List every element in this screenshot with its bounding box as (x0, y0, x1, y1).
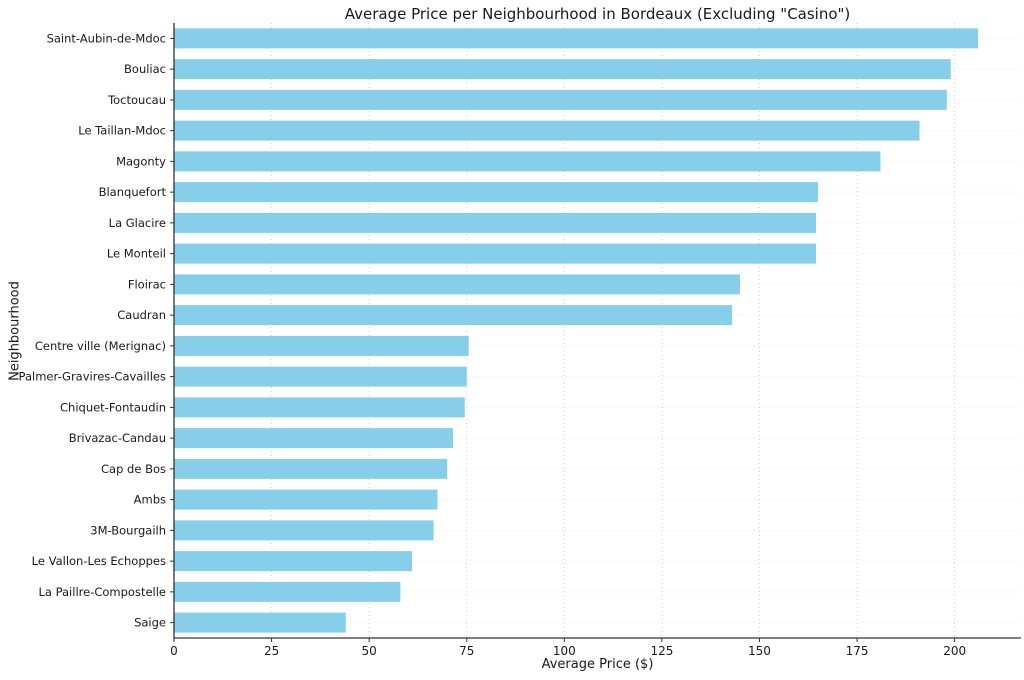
y-tick-label: Magonty (116, 154, 166, 168)
bar (174, 120, 920, 141)
bar (174, 274, 740, 295)
chart-title: Average Price per Neighbourhood in Borde… (344, 5, 851, 23)
y-tick-label: Toctoucau (107, 93, 166, 107)
bar (174, 212, 817, 233)
y-tick-label: Le Taillan-Mdoc (78, 124, 166, 138)
y-tick-label: Caudran (117, 308, 166, 322)
y-tick-label: Floirac (128, 277, 166, 291)
bar (174, 243, 817, 264)
bar (174, 489, 438, 510)
x-axis-label: Average Price ($) (541, 657, 654, 672)
y-tick-label: Bouliac (124, 62, 166, 76)
bar (174, 151, 881, 172)
y-tick-label: Cap de Bos (101, 462, 166, 476)
bar (174, 551, 413, 572)
y-tick-label: Palmer-Gravires-Cavailles (19, 370, 166, 384)
y-tick-label: Centre ville (Merignac) (35, 339, 166, 353)
x-tick-label: 75 (459, 644, 474, 658)
y-tick-label: Saint-Aubin-de-Mdoc (47, 31, 166, 45)
x-tick-label: 125 (650, 644, 673, 658)
y-tick-label: 3M-Bourgailh (90, 523, 166, 537)
y-tick-label: Le Vallon-Les Echoppes (32, 554, 166, 568)
bar (174, 581, 401, 602)
bar (174, 59, 951, 80)
y-tick-label: Ambs (134, 493, 166, 507)
y-axis-label: Neighbourhood (7, 281, 23, 381)
bar (174, 428, 454, 449)
y-tick-label: La Paillre-Compostelle (38, 585, 166, 599)
bar (174, 335, 469, 356)
y-tick-label: Le Monteil (107, 247, 166, 261)
y-tick-label: La Glacire (109, 216, 166, 230)
x-tick-label: 100 (553, 644, 576, 658)
y-tick-label: Saige (134, 616, 166, 630)
bar (174, 28, 979, 49)
y-tick-label: Chiquet-Fontaudin (60, 400, 166, 414)
bar (174, 397, 465, 418)
x-tick-label: 50 (362, 644, 377, 658)
bar (174, 89, 947, 110)
x-tick-label: 200 (943, 644, 966, 658)
x-tick-label: 25 (264, 644, 279, 658)
bar (174, 182, 819, 203)
bar (174, 612, 346, 633)
x-tick-label: 0 (170, 644, 178, 658)
bar (174, 366, 467, 387)
x-tick-label: 150 (748, 644, 771, 658)
bar (174, 458, 448, 479)
bar (174, 305, 733, 326)
bar (174, 520, 434, 541)
y-tick-label: Brivazac-Candau (69, 431, 166, 445)
x-tick-label: 175 (846, 644, 869, 658)
y-tick-label: Blanquefort (99, 185, 167, 199)
